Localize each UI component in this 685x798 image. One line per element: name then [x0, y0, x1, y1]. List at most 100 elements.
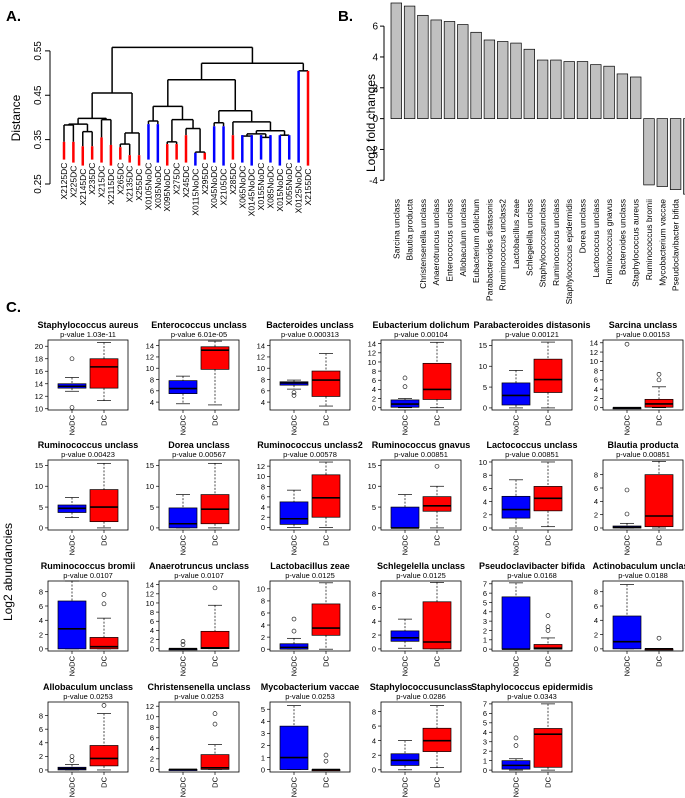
boxplot-box [501, 495, 531, 519]
dendrogram-tick-label: 0.35 [33, 129, 44, 149]
dendrogram-leaf-label: X2135DC [125, 166, 135, 203]
bar-category-label: Staphylococcus epidermidis [564, 199, 574, 304]
boxplot-tick-label: 6 [483, 589, 487, 598]
panel-label-a: A. [6, 8, 21, 25]
boxplot-tick-label: 10 [590, 357, 598, 366]
boxplot-pvalue: p-value 0.00851 [505, 450, 559, 459]
boxplot-tick-label: 2 [594, 510, 598, 519]
dendrogram-leaf-label: X035NoDC [153, 166, 163, 209]
boxplot-group-label: NoDC [68, 534, 77, 555]
boxplot-tick-label: 0 [483, 766, 487, 775]
bar-category-label: Bacteroides unclass [617, 199, 627, 275]
boxplot-tick-label: 6 [261, 609, 265, 618]
boxplot-outlier [291, 628, 297, 634]
bar-category-label: Enterococcus unclass [445, 199, 455, 282]
boxplot-frame [47, 339, 129, 411]
boxplot-tick-label: 8 [150, 723, 154, 732]
boxplot-group-label: NoDC [401, 655, 410, 676]
boxplot-title: Ruminococcus bromii [41, 561, 136, 571]
boxplot-tick-label: 10 [257, 585, 265, 594]
boxplot-group-label: NoDC [512, 534, 521, 555]
boxplot-group-label: NoDC [512, 655, 521, 676]
boxplot-box [200, 754, 230, 770]
boxplot-tick-label: 2 [261, 633, 265, 642]
dendrogram-leaf-label: X215DC [97, 166, 107, 198]
dendrogram-leaf-label: X225DC [68, 166, 78, 198]
boxplot-box [279, 725, 309, 770]
bar-category-label: Parabacteroides distasonis [484, 199, 494, 301]
boxplot-box [501, 382, 531, 406]
dendrogram-leaf-label: X2105DC [219, 169, 229, 206]
boxplot-box [168, 380, 198, 394]
bar [390, 2, 402, 119]
boxplot-tick-label: 6 [372, 722, 376, 731]
boxplot-tick-label: 2 [483, 511, 487, 520]
boxplot-tick-label: 0 [372, 766, 376, 775]
boxplot-pvalue: p-value 0.00567 [172, 450, 226, 459]
boxplot-tick-label: 10 [146, 482, 154, 491]
boxplot-title: Anaerotruncus unclass [149, 561, 249, 571]
dendrogram-leaf-labels: X2125DC X225DC X2145DC X235DC X215DC X2115DC X… [59, 163, 313, 217]
boxplot-box [533, 358, 563, 393]
bar-category-label: Blautia producta [405, 199, 415, 261]
boxplot-tick-label: 8 [594, 588, 598, 597]
boxplot-tick-label: 10 [479, 458, 487, 467]
boxplot-title: Ruminococcus unclass [38, 440, 139, 450]
boxplot-title: Bacteroides unclass [266, 320, 354, 330]
bar-y-axis: -4 -2 0 2 4 6 [369, 22, 385, 187]
boxplot-title: Staphylococcus epidermidis [471, 682, 593, 692]
boxplot-frame [491, 339, 573, 411]
boxplot-outlier [212, 721, 218, 727]
boxplot-box [57, 600, 87, 650]
boxplot-tick-label: 4 [594, 385, 598, 394]
boxplot-tick-label: 5 [39, 503, 43, 512]
boxplot-group-label: NoDC [401, 776, 410, 797]
dendrogram-leaf-label: X055NoDC [284, 163, 294, 206]
boxplot-tick-label: 10 [146, 599, 154, 608]
boxplot-group-label: NoDC [290, 655, 299, 676]
dendrogram-leaf-label: X2125DC [59, 163, 69, 200]
boxplot-tick-label: 1 [261, 753, 265, 762]
bar [497, 41, 509, 119]
boxplot-outlier [545, 613, 551, 618]
boxplot-tick-label: 6 [483, 484, 487, 493]
boxplot-tick-label: 0 [372, 645, 376, 654]
boxplot-tick-label: 8 [261, 597, 265, 606]
boxplot-tick-label: 6 [39, 602, 43, 611]
boxplot-tick-label: 20 [35, 342, 43, 351]
boxplot-group-label: DC [655, 655, 664, 666]
boxplot-group-label: NoDC [290, 776, 299, 797]
panel-a-dendrogram: A. Distance 0.25 0.35 0.45 0.55 X2125DC X225… [6, 8, 313, 216]
boxplot-tick-label: 14 [146, 341, 154, 350]
boxplot-tick-label: 12 [590, 348, 598, 357]
boxplot-tick-label: 2 [483, 626, 487, 635]
boxplot-tick-label: 2 [372, 394, 376, 403]
boxplot-tick-label: 4 [594, 497, 598, 506]
dendrogram-leaf-label: X2145DC [78, 169, 88, 206]
boxplot-tick-label: 4 [372, 385, 376, 394]
boxplot-tick-label: 5 [483, 383, 487, 392]
boxplot-frame [158, 339, 240, 411]
boxplot-pvalue: p-value 0.00578 [283, 450, 337, 459]
boxplot-tick-label: 0 [39, 524, 43, 533]
boxplot-tick-label: 10 [257, 472, 265, 481]
boxplot-frame [269, 580, 351, 652]
bar [430, 19, 442, 119]
boxplot-group-label: DC [433, 414, 442, 425]
boxplot-box [311, 603, 341, 636]
boxplot-tick-label: 2 [150, 755, 154, 764]
boxplot-tick-label: 4 [261, 717, 265, 726]
boxplot-title: Lactococcus unclass [486, 440, 577, 450]
boxplot-frame [380, 580, 462, 652]
boxplot-outlier [656, 635, 662, 641]
boxplot-pvalue: p-value 0.00104 [394, 330, 448, 339]
boxplot-box [612, 615, 642, 650]
boxplot-tick-label: 8 [150, 375, 154, 384]
boxplot-group-label: DC [544, 534, 553, 545]
boxplot-frame [158, 580, 240, 652]
